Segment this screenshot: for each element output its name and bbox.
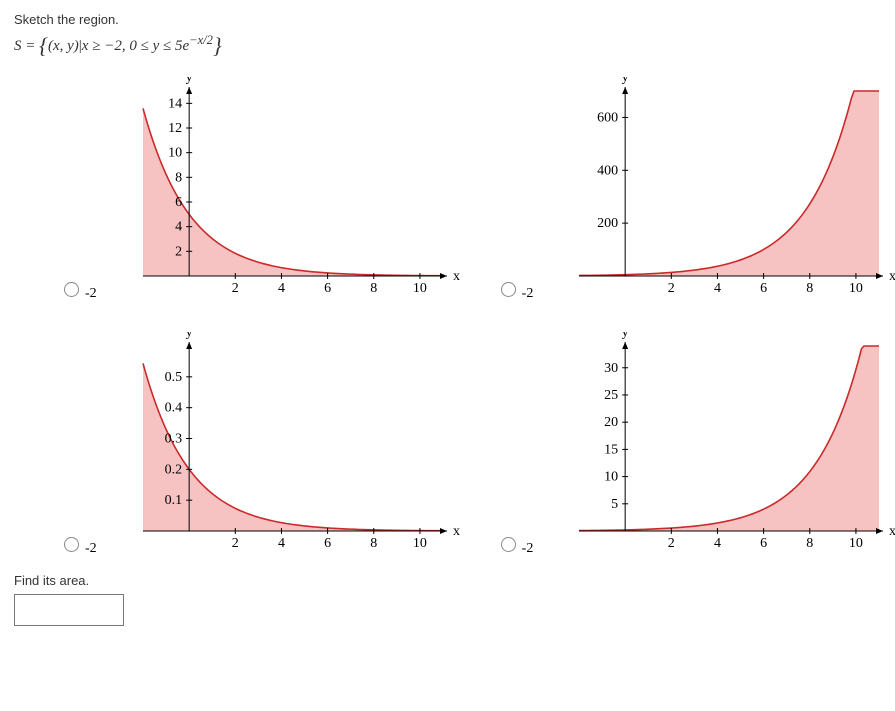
svg-text:2: 2 [175,244,182,259]
chart-radio-D[interactable] [501,537,516,557]
chart-radio-label-D: -2 [522,541,534,557]
svg-text:4: 4 [278,536,285,551]
svg-text:2: 2 [231,281,238,296]
svg-text:4: 4 [175,220,182,235]
svg-text:0.1: 0.1 [164,493,182,508]
svg-text:4: 4 [714,281,721,296]
chart-option-A: -2 x y 2 4 6 8 10 2 4 6 8 10 12 14 [64,77,461,302]
svg-text:10: 10 [604,470,618,485]
chart-D-svg: x y 2 4 6 8 10 5 10 15 20 25 30 [537,332,895,557]
chart-option-D: -2 x y 2 4 6 8 10 5 10 15 20 25 30 [501,332,895,557]
svg-text:0.4: 0.4 [164,401,182,416]
svg-text:8: 8 [807,281,814,296]
svg-text:8: 8 [807,536,814,551]
chart-radio-B[interactable] [501,282,516,302]
find-area-prompt: Find its area. [14,573,881,588]
svg-text:2: 2 [668,536,675,551]
chart-B-svg: x y 2 4 6 8 10 200 400 600 [537,77,895,302]
chart-option-C: -2 x y 2 4 6 8 10 0.1 0.2 0.3 0.4 0.5 [64,332,461,557]
svg-text:8: 8 [175,170,182,185]
svg-text:10: 10 [849,281,863,296]
svg-text:30: 30 [604,361,618,376]
svg-text:y: y [185,332,192,340]
chart-A-svg: x y 2 4 6 8 10 2 4 6 8 10 12 14 [101,77,461,302]
svg-text:400: 400 [597,163,618,178]
svg-text:x: x [889,269,895,284]
svg-text:2: 2 [668,281,675,296]
area-answer-input[interactable] [14,594,124,626]
chart-radio-label-B: -2 [522,286,534,302]
chart-radio-A[interactable] [64,282,79,302]
region-formula: S = {(x, y)|x ≥ −2, 0 ≤ y ≤ 5e−x/2} [14,33,881,59]
svg-text:10: 10 [413,536,427,551]
svg-text:12: 12 [168,121,182,136]
svg-text:y: y [622,77,629,85]
svg-text:y: y [622,332,629,340]
svg-text:8: 8 [370,281,377,296]
svg-text:20: 20 [604,415,618,430]
svg-text:8: 8 [370,536,377,551]
svg-text:6: 6 [324,536,331,551]
svg-text:600: 600 [597,110,618,125]
svg-text:6: 6 [175,195,182,210]
svg-text:6: 6 [324,281,331,296]
svg-text:4: 4 [714,536,721,551]
svg-text:2: 2 [231,536,238,551]
svg-text:0.3: 0.3 [164,432,182,447]
chart-option-B: -2 x y 2 4 6 8 10 200 400 600 [501,77,895,302]
svg-text:25: 25 [604,388,618,403]
chart-radio-C[interactable] [64,537,79,557]
svg-text:4: 4 [278,281,285,296]
svg-text:5: 5 [611,497,618,512]
chart-options-grid: -2 x y 2468102468101214 -2 x y 246810200… [64,77,874,557]
svg-text:6: 6 [760,281,767,296]
chart-radio-label-A: -2 [85,286,97,302]
svg-text:x: x [889,524,895,539]
svg-text:10: 10 [849,536,863,551]
svg-text:10: 10 [168,146,182,161]
chart-radio-label-C: -2 [85,541,97,557]
svg-text:6: 6 [760,536,767,551]
svg-text:15: 15 [604,442,618,457]
svg-text:14: 14 [168,96,182,111]
svg-text:y: y [185,77,192,85]
svg-text:x: x [453,524,460,539]
svg-text:10: 10 [413,281,427,296]
svg-text:0.5: 0.5 [164,370,182,385]
chart-C-svg: x y 2 4 6 8 10 0.1 0.2 0.3 0.4 0.5 [101,332,461,557]
svg-text:0.2: 0.2 [164,462,182,477]
svg-text:x: x [453,269,460,284]
sketch-prompt: Sketch the region. [14,12,881,27]
svg-text:200: 200 [597,216,618,231]
